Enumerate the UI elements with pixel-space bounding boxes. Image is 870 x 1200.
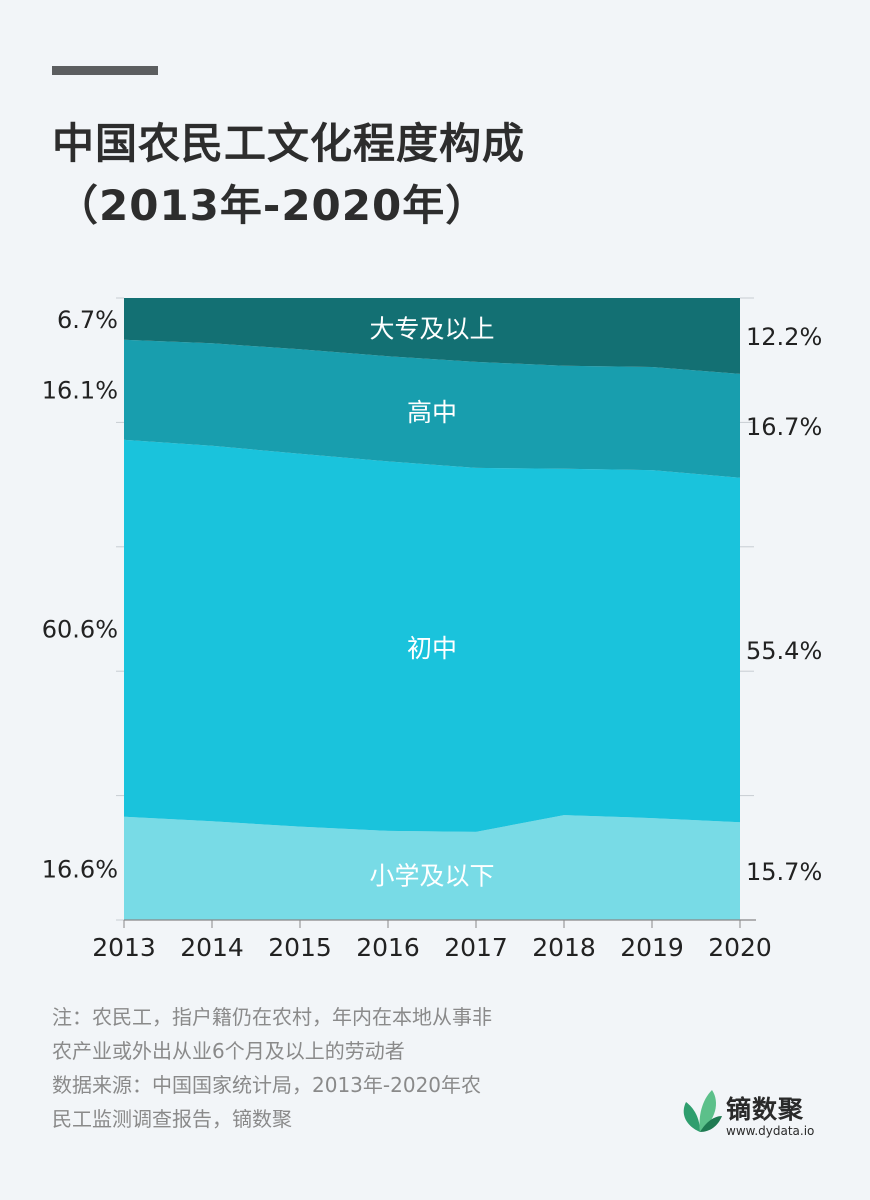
- right-percent-label: 55.4%: [746, 637, 822, 665]
- area-series-4: [124, 298, 740, 374]
- note-line: 农产业或外出从业6个月及以上的劳动者: [52, 1039, 405, 1063]
- source-line: 民工监测调查报告，镝数聚: [52, 1107, 292, 1131]
- area-series-2: [124, 439, 740, 832]
- stacked-area-chart: 2013 2014 2015 2016 2017 2018 2019 2020 小学及以下 16.…: [42, 297, 822, 962]
- x-tick-label: 2018: [532, 933, 596, 962]
- x-tick-label: 2016: [356, 933, 420, 962]
- title-accent-bar: [52, 66, 158, 75]
- series-label: 高中: [407, 398, 457, 427]
- left-percent-label: 16.1%: [42, 377, 118, 405]
- x-tick-label: 2013: [92, 933, 156, 962]
- left-percent-label: 6.7%: [57, 306, 118, 334]
- right-percent-label: 15.7%: [746, 858, 822, 886]
- x-tick-label: 2020: [708, 933, 772, 962]
- chart-notes: 注：农民工，指户籍仍在农村，年内在本地从事非 农产业或外出从业6个月及以上的劳动…: [52, 1000, 492, 1136]
- brand-leaf-icon: [683, 1090, 722, 1132]
- series-label: 大专及以上: [369, 315, 494, 344]
- x-tick-label: 2014: [180, 933, 244, 962]
- series-label: 初中: [407, 634, 457, 663]
- right-percent-label: 16.7%: [746, 413, 822, 441]
- series-label: 小学及以下: [369, 862, 494, 891]
- area-series-3: [124, 339, 740, 478]
- brand-url: www.dydata.io: [726, 1124, 815, 1138]
- left-percent-label: 60.6%: [42, 615, 118, 643]
- chart-subtitle: （2013年-2020年）: [56, 181, 489, 230]
- chart-title: 中国农民工文化程度构成: [52, 119, 526, 168]
- source-line: 数据来源：中国国家统计局，2013年-2020年农: [52, 1073, 482, 1097]
- right-percent-label: 12.2%: [746, 323, 822, 351]
- x-tick-label: 2017: [444, 933, 508, 962]
- x-tick-label: 2015: [268, 933, 332, 962]
- note-line: 注：农民工，指户籍仍在农村，年内在本地从事非: [52, 1005, 492, 1029]
- area-series-1: [124, 815, 740, 920]
- x-tick-label: 2019: [620, 933, 684, 962]
- left-percent-label: 16.6%: [42, 855, 118, 883]
- brand-name: 镝数聚: [726, 1095, 805, 1124]
